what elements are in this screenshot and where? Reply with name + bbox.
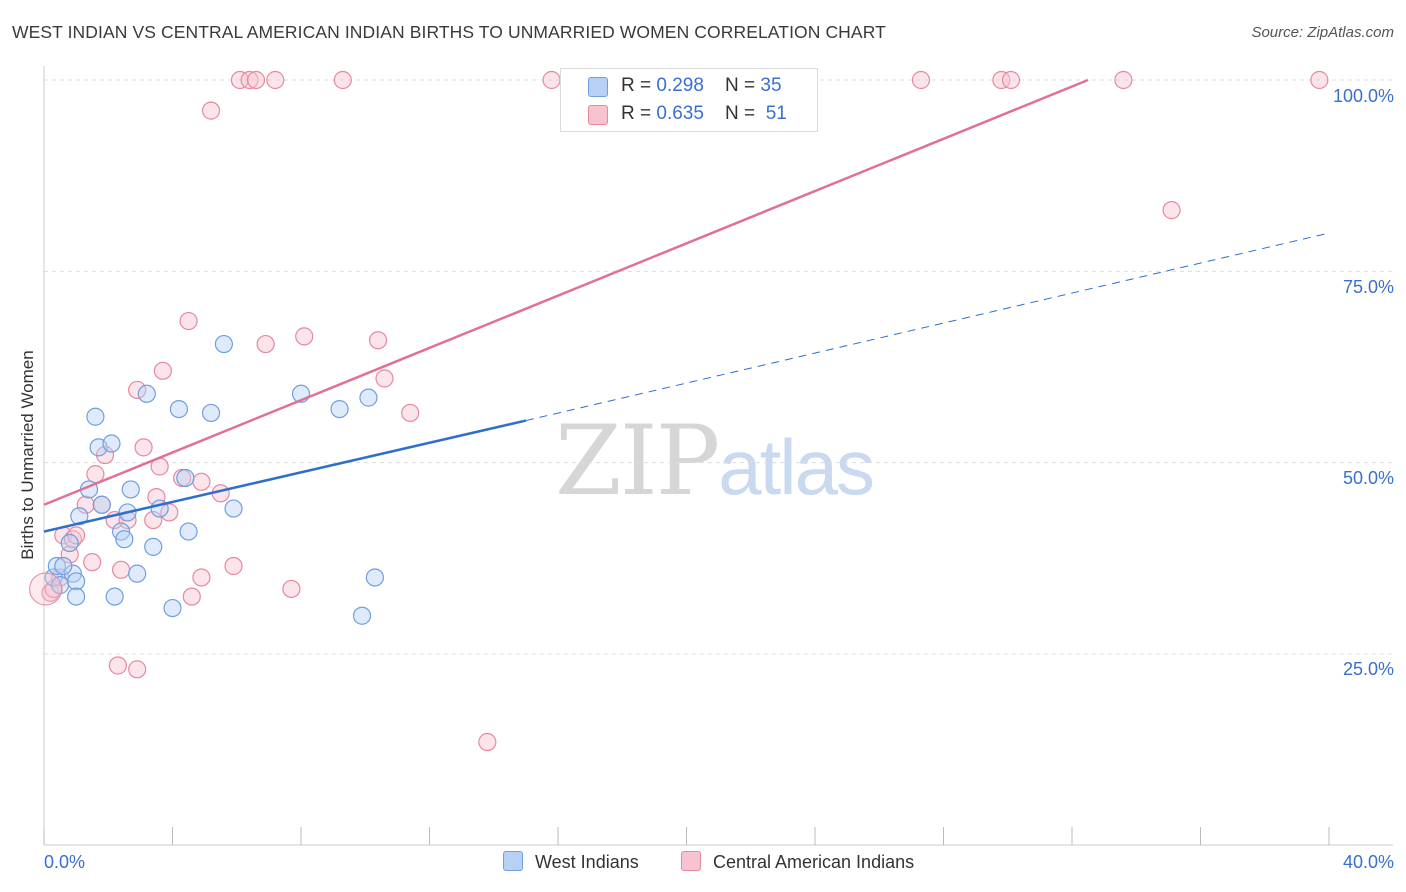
point-central-american-indians: [76, 495, 95, 514]
bottom-legend-swatch-blue: [503, 851, 523, 871]
y-tick-label-50: 50.0%: [1342, 468, 1394, 488]
y-tick-label-75: 75.0%: [1342, 277, 1394, 297]
point-central-american-indians: [1001, 70, 1021, 90]
point-central-american-indians: [1310, 70, 1329, 90]
point-central-american-indians: [134, 438, 153, 457]
point-west-indians: [121, 480, 140, 499]
y-axis-label: Births to Unmarried Women: [18, 350, 37, 560]
point-west-indians: [163, 598, 182, 618]
watermark-atlas: atlas: [718, 423, 875, 511]
point-west-indians: [179, 522, 198, 541]
point-central-american-indians: [111, 560, 131, 579]
legend-row-west-indians: R = 0.298 N = 35: [561, 72, 817, 100]
point-west-indians: [352, 606, 372, 625]
legend-row-central-american-indians: R = 0.635 N = 51: [561, 100, 817, 128]
point-central-american-indians: [192, 472, 211, 491]
point-central-american-indians: [128, 660, 147, 679]
point-central-american-indians: [1114, 70, 1133, 90]
point-west-indians: [47, 556, 66, 576]
point-west-indians: [359, 388, 378, 407]
point-central-american-indians: [182, 587, 201, 606]
point-central-american-indians: [256, 334, 275, 354]
point-west-indians: [105, 587, 124, 606]
legend-n-value: 51: [765, 103, 787, 124]
point-central-american-indians: [240, 70, 259, 90]
watermark: ZIPatlas: [555, 405, 875, 517]
bottom-legend-central-american-indians: Central American Indians: [681, 851, 914, 873]
point-west-indians: [54, 556, 73, 576]
point-west-indians: [365, 568, 384, 587]
point-west-indians: [137, 384, 156, 403]
point-central-american-indians: [153, 361, 172, 380]
legend-r-value: 0.635: [656, 103, 704, 124]
point-central-american-indians: [128, 380, 147, 400]
chart-title: WEST INDIAN VS CENTRAL AMERICAN INDIAN B…: [12, 22, 886, 42]
y-tick-label-25: 25.0%: [1342, 659, 1394, 679]
point-west-indians: [144, 537, 163, 556]
legend-swatch-blue: [588, 77, 608, 97]
legend-r-label: R =: [621, 103, 657, 124]
bottom-legend-west-indians: West Indians: [503, 851, 639, 873]
point-west-indians: [224, 499, 243, 518]
point-west-indians: [60, 533, 79, 553]
point-west-indians: [169, 399, 189, 419]
point-central-american-indians: [369, 331, 388, 350]
bottom-legend-label: West Indians: [535, 852, 639, 872]
point-central-american-indians: [192, 568, 211, 587]
point-west-indians: [214, 334, 233, 354]
point-central-american-indians: [201, 101, 221, 120]
point-west-indians: [330, 399, 349, 419]
point-west-indians: [92, 495, 111, 514]
point-central-american-indians: [282, 579, 301, 599]
legend-n-label: N =: [725, 103, 761, 124]
point-central-american-indians: [144, 510, 163, 530]
point-cluster-central-american-indians: [29, 572, 63, 606]
trendline-west-indians-extension: [525, 232, 1330, 422]
point-central-american-indians: [224, 556, 243, 576]
point-central-american-indians: [1162, 201, 1181, 220]
watermark-zip: ZIP: [555, 405, 720, 517]
point-central-american-indians: [266, 70, 285, 90]
point-west-indians: [201, 403, 221, 423]
point-west-indians: [67, 587, 86, 606]
point-west-indians: [102, 434, 121, 453]
legend-r-label: R =: [621, 75, 657, 96]
point-central-american-indians: [333, 70, 352, 90]
legend-n-value: 35: [760, 75, 782, 96]
correlation-legend: R = 0.298 N = 35 R = 0.635 N = 51: [560, 68, 818, 132]
point-central-american-indians: [246, 70, 266, 90]
legend-r-value: 0.298: [656, 75, 704, 96]
bottom-legend-swatch-pink: [681, 851, 701, 871]
source-credit: Source: ZipAtlas.com: [1251, 24, 1394, 41]
point-west-indians: [176, 468, 195, 488]
legend-n-label: N =: [725, 75, 761, 96]
bottom-legend-label: Central American Indians: [713, 852, 915, 872]
legend-swatch-pink: [588, 105, 608, 125]
point-central-american-indians: [401, 403, 420, 423]
point-west-indians: [128, 564, 147, 583]
point-west-indians: [115, 530, 134, 549]
point-central-american-indians: [179, 311, 198, 331]
x-tick-label-max: 40.0%: [1342, 852, 1394, 872]
point-central-american-indians: [911, 70, 931, 90]
point-central-american-indians: [542, 70, 561, 90]
trendline-west-indians: [43, 419, 527, 533]
point-central-american-indians: [108, 656, 127, 675]
point-central-american-indians: [478, 732, 497, 752]
trendline-central-american-indians: [43, 78, 1089, 506]
y-tick-label-100: 100.0%: [1332, 86, 1394, 106]
point-west-indians: [70, 507, 89, 526]
point-west-indians: [67, 572, 86, 591]
point-central-american-indians: [295, 327, 314, 346]
point-west-indians: [86, 407, 105, 426]
point-central-american-indians: [992, 70, 1011, 90]
point-central-american-indians: [375, 369, 394, 388]
point-central-american-indians: [230, 70, 250, 90]
point-central-american-indians: [83, 553, 102, 572]
x-tick-label-min: 0.0%: [44, 852, 86, 872]
